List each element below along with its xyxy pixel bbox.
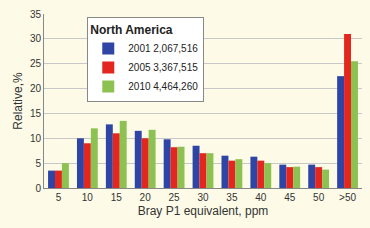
svg-text:5: 5 (56, 192, 62, 203)
svg-text:2010 4,464,260: 2010 4,464,260 (128, 81, 198, 92)
svg-text:20: 20 (140, 192, 152, 203)
svg-text:0: 0 (35, 183, 41, 194)
svg-text:10: 10 (30, 133, 42, 144)
svg-text:25: 25 (30, 58, 42, 69)
svg-text:50: 50 (313, 192, 325, 203)
svg-text:35: 35 (30, 9, 42, 20)
svg-text:>50: >50 (339, 192, 356, 203)
svg-text:15: 15 (30, 108, 42, 119)
svg-text:15: 15 (111, 192, 123, 203)
svg-text:40: 40 (255, 192, 267, 203)
svg-text:2001 2,067,516: 2001 2,067,516 (128, 43, 198, 54)
svg-text:45: 45 (284, 192, 296, 203)
svg-text:20: 20 (30, 83, 42, 94)
svg-text:2005 3,367,515: 2005 3,367,515 (128, 62, 198, 73)
svg-text:Bray P1 equivalent, ppm: Bray P1 equivalent, ppm (138, 204, 269, 218)
svg-text:25: 25 (169, 192, 181, 203)
svg-text:North America: North America (90, 23, 173, 37)
svg-text:10: 10 (82, 192, 94, 203)
svg-text:30: 30 (197, 192, 209, 203)
svg-text:35: 35 (226, 192, 238, 203)
svg-text:5: 5 (35, 158, 41, 169)
svg-text:30: 30 (30, 33, 42, 44)
svg-text:Relative,%: Relative,% (11, 72, 25, 130)
